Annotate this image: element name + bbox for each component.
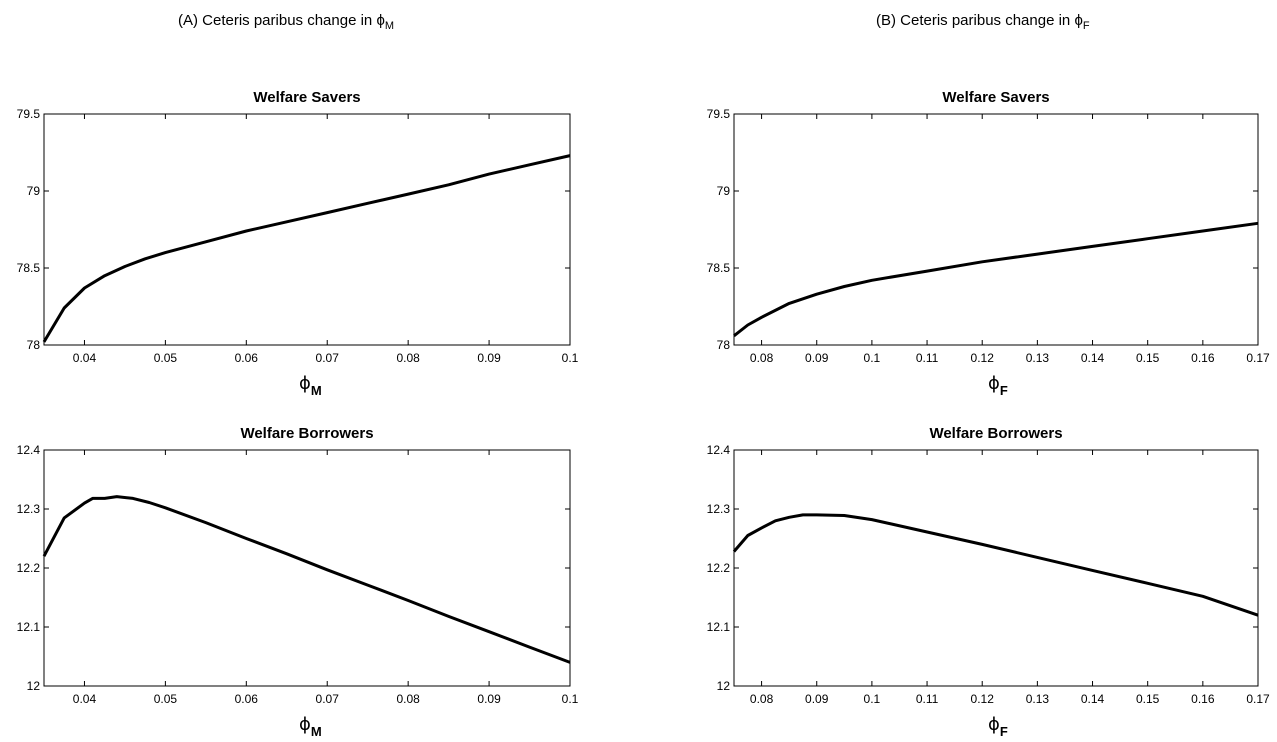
x-tick-label: 0.09 bbox=[805, 692, 829, 706]
chart-b_borrowers: Welfare Borrowers 0.08 0.09 0.1 0.11 0.12 0.13… bbox=[707, 425, 1270, 739]
y-tick-label: 78.5 bbox=[17, 261, 41, 275]
x-tick-label: 0.07 bbox=[316, 351, 340, 365]
x-tick-label: 0.12 bbox=[971, 351, 995, 365]
column-title-a-prefix: (A) Ceteris paribus change in bbox=[178, 12, 377, 29]
series-line bbox=[42, 154, 571, 343]
x-tick-label: 0.12 bbox=[971, 692, 995, 706]
x-tick-label: 0.17 bbox=[1246, 692, 1270, 706]
series-line bbox=[732, 513, 1259, 617]
y-tick-label: 79 bbox=[717, 184, 731, 198]
column-title-b: (B) Ceteris paribus change in ϕF bbox=[876, 12, 1090, 32]
x-tick-label: 0.04 bbox=[73, 692, 97, 706]
y-tick-label: 12.4 bbox=[17, 443, 41, 457]
y-tick-label: 79 bbox=[27, 184, 41, 198]
y-tick-label: 78 bbox=[27, 338, 41, 352]
series-line bbox=[42, 495, 571, 664]
x-axis-label-subscript: F bbox=[1000, 383, 1008, 398]
x-tick-label: 0.16 bbox=[1191, 692, 1215, 706]
x-tick-label: 0.09 bbox=[477, 692, 501, 706]
chart-a_savers: Welfare Savers 0.04 0.05 0.06 0.07 0.08 0.09 0.… bbox=[17, 89, 579, 398]
axes-box bbox=[733, 113, 1259, 346]
y-tick-label: 12.3 bbox=[17, 502, 41, 516]
chart-title: Welfare Savers bbox=[253, 89, 360, 106]
y-tick-label: 12.1 bbox=[707, 620, 731, 634]
x-tick-label: 0.09 bbox=[805, 351, 829, 365]
x-axis-label-symbol: ϕ bbox=[299, 714, 311, 735]
column-title-a: (A) Ceteris paribus change in ϕM bbox=[178, 12, 394, 32]
y-tick-label: 12.2 bbox=[17, 561, 41, 575]
x-axis-label-symbol: ϕ bbox=[988, 714, 1000, 735]
x-tick-label: 0.1 bbox=[562, 351, 579, 365]
x-tick-label: 0.08 bbox=[396, 351, 420, 365]
axes-box bbox=[733, 449, 1259, 687]
x-tick-label: 0.15 bbox=[1136, 351, 1160, 365]
x-tick-label: 0.1 bbox=[864, 692, 881, 706]
x-tick-label: 0.17 bbox=[1246, 351, 1270, 365]
x-tick-label: 0.11 bbox=[916, 692, 939, 706]
x-axis-label: ϕM bbox=[299, 714, 322, 739]
chart-b_savers: Welfare Savers 0.08 0.09 0.1 0.11 0.12 0.13 0.1… bbox=[707, 89, 1270, 398]
x-axis-label: ϕF bbox=[988, 373, 1008, 398]
y-tick-label: 12.3 bbox=[707, 502, 731, 516]
column-title-b-prefix: (B) Ceteris paribus change in bbox=[876, 12, 1075, 29]
x-axis-label: ϕM bbox=[299, 373, 322, 398]
x-tick-label: 0.13 bbox=[1026, 692, 1050, 706]
x-axis-label-subscript: F bbox=[1000, 724, 1008, 739]
axes-box bbox=[43, 113, 571, 346]
chart-a_borrowers: Welfare Borrowers 0.04 0.05 0.06 0.07 0.08 0.0… bbox=[17, 425, 579, 739]
x-tick-label: 0.13 bbox=[1026, 351, 1050, 365]
y-tick-label: 12.2 bbox=[707, 561, 731, 575]
column-title-a-symbol: ϕ bbox=[376, 12, 385, 29]
x-tick-label: 0.15 bbox=[1136, 692, 1160, 706]
series-line bbox=[733, 221, 1259, 337]
x-tick-label: 0.08 bbox=[396, 692, 420, 706]
y-tick-label: 79.5 bbox=[17, 107, 41, 121]
y-tick-label: 12 bbox=[717, 679, 731, 693]
x-axis-label: ϕF bbox=[988, 714, 1008, 739]
x-tick-label: 0.08 bbox=[750, 351, 774, 365]
x-tick-label: 0.1 bbox=[562, 692, 579, 706]
x-tick-label: 0.14 bbox=[1081, 351, 1105, 365]
axes-box bbox=[43, 449, 571, 687]
y-tick-label: 78.5 bbox=[707, 261, 731, 275]
x-tick-label: 0.05 bbox=[154, 692, 178, 706]
x-tick-label: 0.11 bbox=[916, 351, 939, 365]
chart-title: Welfare Borrowers bbox=[929, 425, 1062, 442]
column-title-b-subscript: F bbox=[1082, 20, 1090, 32]
y-tick-label: 12.1 bbox=[17, 620, 41, 634]
column-title-a-subscript: M bbox=[384, 20, 395, 32]
x-tick-label: 0.16 bbox=[1191, 351, 1215, 365]
x-tick-label: 0.07 bbox=[316, 692, 340, 706]
x-tick-label: 0.14 bbox=[1081, 692, 1105, 706]
x-axis-label-subscript: M bbox=[311, 383, 322, 398]
y-tick-label: 78 bbox=[717, 338, 731, 352]
chart-title: Welfare Borrowers bbox=[240, 425, 373, 442]
x-axis-label-symbol: ϕ bbox=[988, 373, 1000, 394]
chart-title: Welfare Savers bbox=[942, 89, 1049, 106]
y-tick-label: 79.5 bbox=[707, 107, 731, 121]
y-tick-label: 12 bbox=[27, 679, 41, 693]
x-axis-label-subscript: M bbox=[311, 724, 322, 739]
x-tick-label: 0.06 bbox=[235, 692, 259, 706]
column-title-b-symbol: ϕ bbox=[1074, 12, 1083, 29]
y-tick-label: 12.4 bbox=[707, 443, 731, 457]
x-tick-label: 0.05 bbox=[154, 351, 178, 365]
x-tick-label: 0.09 bbox=[477, 351, 501, 365]
x-tick-label: 0.1 bbox=[864, 351, 881, 365]
x-axis-label-symbol: ϕ bbox=[299, 373, 311, 394]
x-tick-label: 0.04 bbox=[73, 351, 97, 365]
x-tick-label: 0.06 bbox=[235, 351, 259, 365]
x-tick-label: 0.08 bbox=[750, 692, 774, 706]
